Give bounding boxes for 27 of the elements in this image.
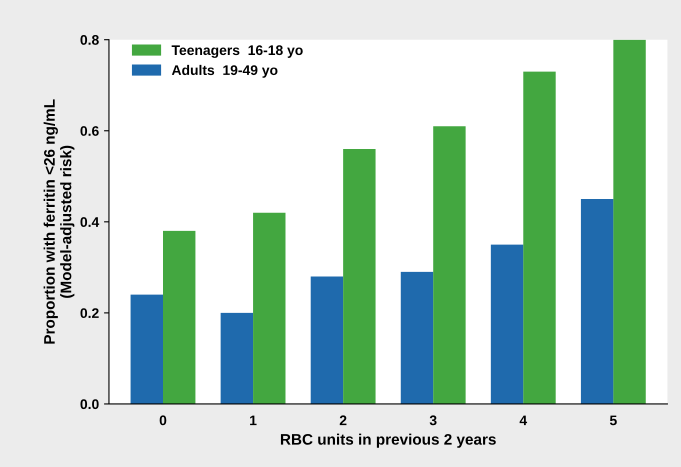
bar [220, 312, 254, 404]
bar [310, 276, 344, 404]
y-tick-label: 0.4 [80, 217, 100, 227]
legend-label: Teenagers 16-18 yo [172, 45, 303, 58]
y-tick-label: 0.6 [80, 126, 99, 136]
x-tick-label: 4 [520, 416, 528, 426]
bar [130, 294, 163, 404]
legend-label: Adults 19-49 yo [172, 64, 278, 78]
bar [613, 40, 646, 404]
bar [343, 148, 376, 404]
y-tick-label: 0.0 [80, 399, 99, 410]
bar [580, 199, 614, 404]
y-tick-label: 0.8 [80, 35, 99, 45]
bar [490, 244, 524, 404]
y-axis-title: Proportion with ferritin <26 ng/mL (Model-adjusted risk) [44, 99, 74, 344]
y-tick-label: 0.2 [80, 308, 99, 318]
x-tick-label: 0 [160, 415, 166, 426]
bar [253, 212, 286, 404]
x-tick-label: 3 [430, 415, 437, 426]
x-axis-title: RBC units in previous 2 years [280, 434, 496, 448]
x-tick-label: 5 [610, 416, 617, 426]
bar [433, 126, 466, 404]
bar [523, 72, 556, 404]
x-tick-label: 2 [340, 415, 346, 426]
bar [400, 272, 434, 404]
bar [163, 230, 196, 404]
x-tick-label: 1 [250, 416, 257, 426]
